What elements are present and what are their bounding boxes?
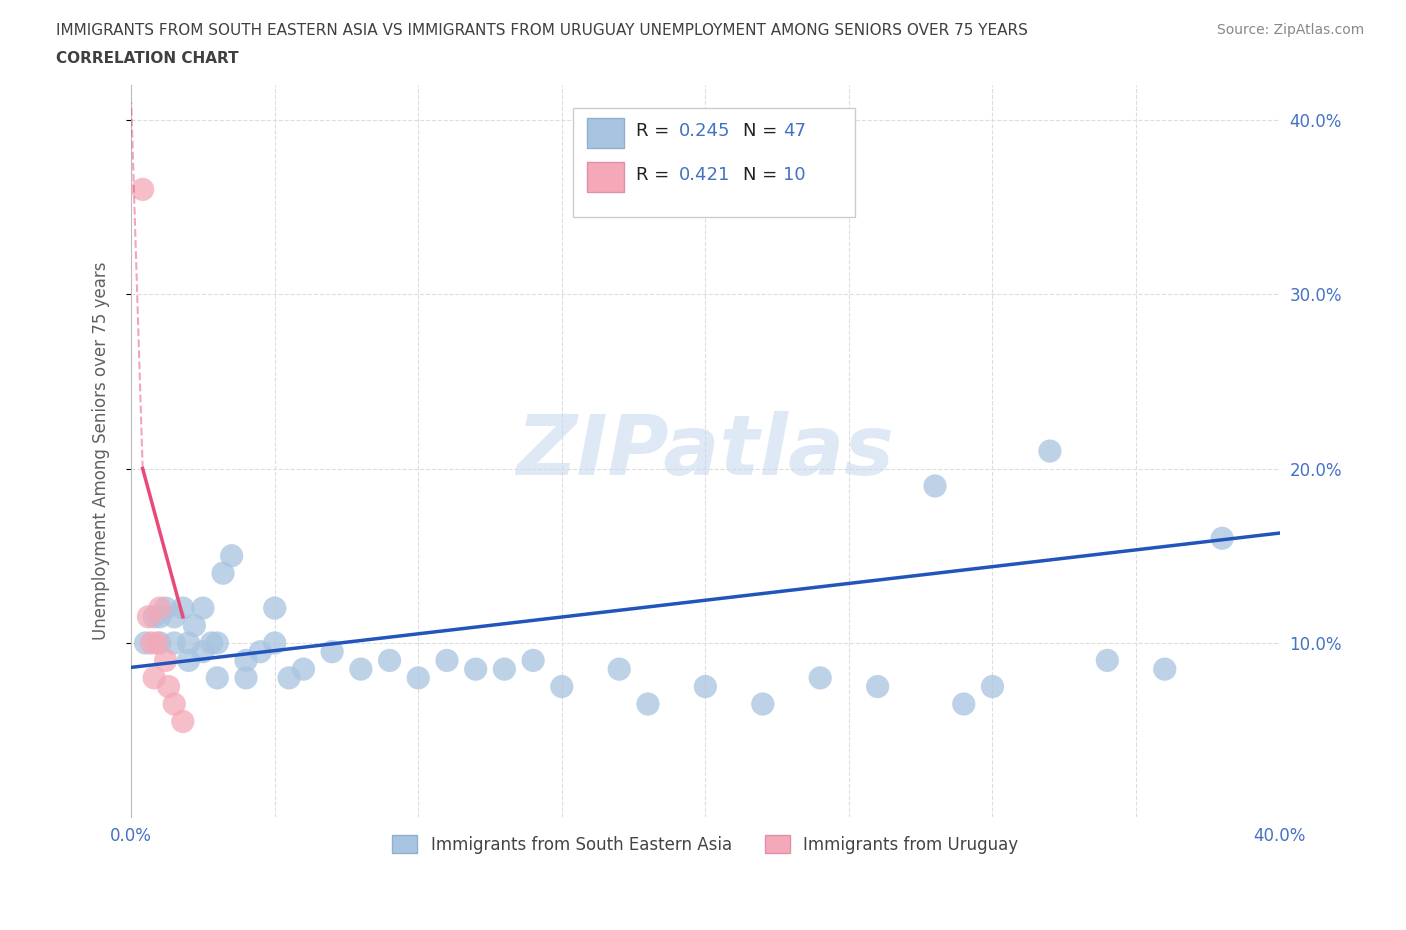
Point (249, 644, 271, 659)
Point (436, 653, 458, 668)
Point (695, 679, 717, 694)
Text: R =: R = (637, 122, 675, 140)
Point (866, 679, 889, 694)
Text: ZIPatlas: ZIPatlas (516, 410, 894, 492)
Point (494, 661, 516, 676)
Point (157, 679, 180, 694)
Point (172, 601, 194, 616)
Text: R =: R = (637, 166, 675, 184)
Point (292, 661, 315, 676)
Point (350, 661, 373, 676)
Point (146, 635, 169, 650)
Point (1097, 653, 1119, 668)
Text: Source: ZipAtlas.com: Source: ZipAtlas.com (1216, 23, 1364, 37)
Point (141, 635, 163, 650)
Point (637, 697, 659, 711)
Y-axis label: Unemployment Among Seniors over 75 years: Unemployment Among Seniors over 75 years (93, 262, 110, 641)
Point (321, 644, 343, 659)
Point (191, 601, 214, 616)
Point (207, 671, 229, 685)
Point (752, 697, 775, 711)
Point (278, 671, 301, 685)
Point (808, 671, 831, 685)
Text: 0.245: 0.245 (679, 122, 731, 140)
Point (207, 635, 229, 650)
Point (981, 679, 1004, 694)
Point (378, 653, 401, 668)
Point (138, 609, 160, 624)
Point (155, 601, 177, 616)
Text: 47: 47 (783, 122, 807, 140)
Point (200, 635, 222, 650)
Point (143, 671, 166, 685)
Point (134, 635, 156, 650)
Point (212, 565, 235, 580)
Point (522, 653, 544, 668)
FancyBboxPatch shape (574, 108, 855, 217)
Text: 10: 10 (783, 166, 806, 184)
Point (235, 653, 257, 668)
Point (1039, 444, 1062, 458)
Point (149, 601, 172, 616)
Point (183, 618, 205, 633)
Point (131, 182, 153, 197)
Text: N =: N = (744, 122, 783, 140)
Point (191, 644, 214, 659)
Point (172, 714, 194, 729)
Point (149, 635, 172, 650)
Point (143, 609, 166, 624)
Point (263, 635, 285, 650)
Text: N =: N = (744, 166, 783, 184)
Point (607, 661, 630, 676)
Text: CORRELATION CHART: CORRELATION CHART (56, 51, 239, 66)
Point (235, 671, 257, 685)
Point (177, 635, 200, 650)
Point (263, 601, 285, 616)
Legend: Immigrants from South Eastern Asia, Immigrants from Uruguay: Immigrants from South Eastern Asia, Immi… (385, 829, 1025, 860)
Text: IMMIGRANTS FROM SOUTH EASTERN ASIA VS IMMIGRANTS FROM URUGUAY UNEMPLOYMENT AMONG: IMMIGRANTS FROM SOUTH EASTERN ASIA VS IM… (56, 23, 1028, 38)
Point (221, 549, 243, 564)
FancyBboxPatch shape (588, 118, 624, 149)
Point (464, 661, 486, 676)
Point (163, 697, 186, 711)
Point (1211, 531, 1233, 546)
Point (149, 609, 172, 624)
Point (163, 609, 186, 624)
Text: 0.421: 0.421 (679, 166, 730, 184)
Point (1153, 661, 1175, 676)
Point (952, 697, 974, 711)
Point (177, 653, 200, 668)
Point (551, 679, 574, 694)
Point (155, 653, 177, 668)
FancyBboxPatch shape (588, 162, 624, 193)
Point (163, 635, 186, 650)
Point (406, 671, 429, 685)
Point (924, 479, 946, 494)
